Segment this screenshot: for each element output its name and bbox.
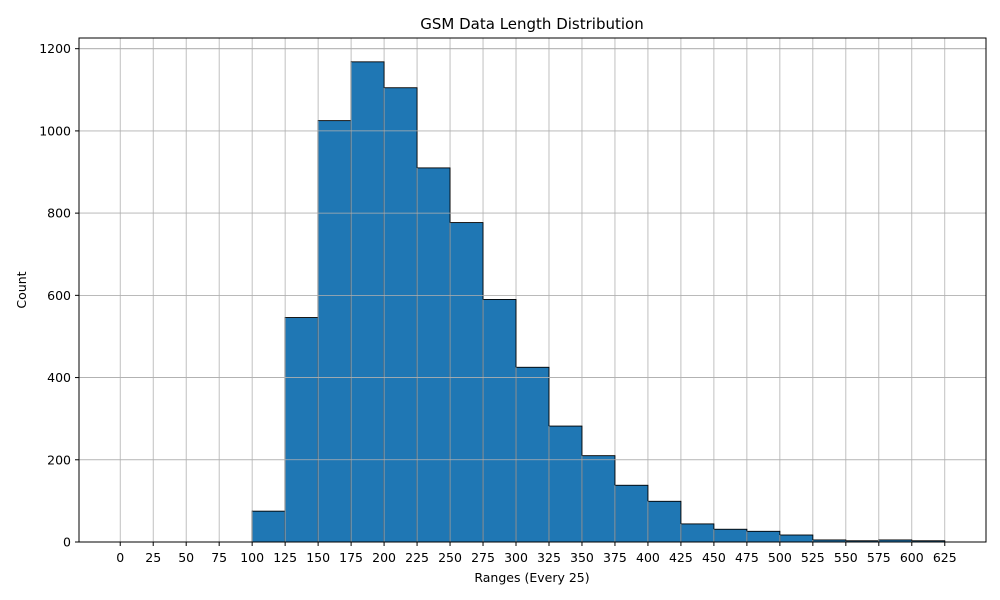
x-tick-label: 175 — [339, 550, 363, 565]
x-tick-label: 25 — [145, 550, 161, 565]
x-tick-label: 200 — [372, 550, 396, 565]
histogram-bar — [515, 366, 550, 543]
x-tick-label: 400 — [636, 550, 660, 565]
histogram-bar — [713, 528, 748, 543]
x-tick-label: 250 — [438, 550, 462, 565]
x-tick-label: 575 — [867, 550, 891, 565]
y-tick-label: 800 — [47, 206, 71, 221]
bars — [79, 48, 986, 543]
histogram-bar — [350, 61, 385, 543]
histogram-bar — [383, 87, 418, 543]
y-tick-label: 1200 — [39, 41, 71, 56]
x-tick-label: 375 — [603, 550, 627, 565]
y-axis-ticks: 0 200 400 600 800 1000 1200 — [39, 41, 79, 550]
x-tick-label: 300 — [504, 550, 528, 565]
x-tick-label: 125 — [273, 550, 297, 565]
x-tick-label: 550 — [834, 550, 858, 565]
x-axis-ticks: 0 25 50 75 100 125 150 175 200 225 250 275 300 325 350… — [116, 542, 957, 565]
y-axis-label: Count — [14, 271, 29, 308]
x-tick-label: 425 — [669, 550, 693, 565]
x-axis-label: Ranges (Every 25) — [474, 570, 589, 585]
histogram-bar — [746, 530, 781, 543]
y-tick-label: 600 — [47, 288, 71, 303]
x-tick-label: 350 — [570, 550, 594, 565]
histogram-bar — [284, 317, 319, 543]
plot-frame — [78, 37, 987, 543]
y-tick-label: 1000 — [39, 123, 71, 138]
y-tick-label: 0 — [63, 535, 71, 550]
x-tick-label: 625 — [933, 550, 957, 565]
histogram-bar — [317, 120, 352, 543]
x-tick-label: 525 — [801, 550, 825, 565]
histogram-bar — [251, 510, 286, 543]
x-tick-label: 475 — [735, 550, 759, 565]
histogram-bar — [647, 500, 682, 543]
x-tick-label: 0 — [116, 550, 124, 565]
x-tick-label: 325 — [537, 550, 561, 565]
x-tick-label: 100 — [240, 550, 264, 565]
x-tick-label: 500 — [768, 550, 792, 565]
histogram-bar — [680, 523, 715, 543]
y-tick-label: 400 — [47, 370, 71, 385]
x-tick-label: 150 — [306, 550, 330, 565]
x-tick-label: 75 — [211, 550, 227, 565]
histogram-bar — [614, 484, 649, 543]
x-tick-label: 275 — [471, 550, 495, 565]
x-tick-label: 450 — [702, 550, 726, 565]
histogram-bar — [482, 299, 517, 543]
histogram-bar — [581, 455, 616, 543]
chart-title: GSM Data Length Distribution — [420, 15, 643, 33]
histogram-bar — [548, 425, 583, 543]
histogram-bar — [416, 167, 451, 543]
x-tick-label: 600 — [900, 550, 924, 565]
histogram-bar — [449, 222, 484, 543]
y-tick-label: 200 — [47, 452, 71, 467]
histogram-bar — [779, 534, 814, 543]
x-tick-label: 50 — [178, 550, 194, 565]
x-tick-label: 225 — [405, 550, 429, 565]
